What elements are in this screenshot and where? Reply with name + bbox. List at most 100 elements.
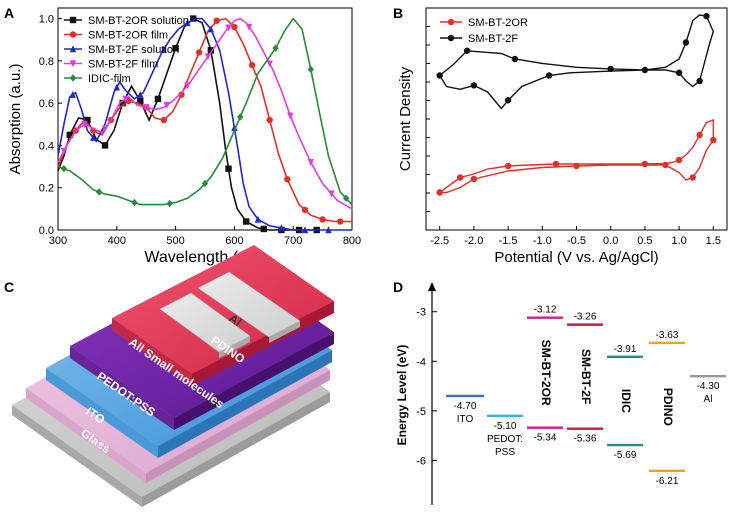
chart-a-point	[160, 45, 168, 53]
chart-b-point	[689, 174, 696, 181]
energy-level-value: -5.10	[494, 421, 517, 432]
chart-b-point	[573, 162, 580, 170]
chart-a-point	[122, 95, 129, 103]
energy-ytick-label: -4	[416, 356, 426, 368]
chart-b-point	[662, 161, 669, 169]
chart-b-xtick-label: 1.5	[706, 235, 721, 247]
chart-a-legend-marker	[69, 45, 77, 53]
chart-b-series	[436, 12, 717, 196]
chart-a-ytick-label: 0.0	[39, 225, 54, 237]
energy-level-value: -5.69	[614, 450, 637, 461]
chart-a-point	[207, 47, 215, 54]
chart-a-point	[231, 23, 238, 31]
chart-b-xlabel: Potential (V vs. Ag/AgCl)	[494, 249, 658, 266]
chart-b-point	[641, 160, 649, 168]
chart-b-point	[504, 97, 512, 104]
chart-b-curve-sm-bt-2or	[439, 118, 714, 194]
energy-ytick-label: -3	[416, 307, 426, 319]
chart-a-point	[301, 206, 309, 214]
chart-a-point	[84, 116, 91, 124]
energy-material-label: PEDOT:	[487, 434, 523, 445]
chart-a-legend-marker	[69, 60, 77, 68]
chart-b-point	[511, 55, 519, 63]
chart-a-ytick-label: 0.4	[39, 140, 54, 152]
chart-a-line-sm-bt-2f-solution	[57, 17, 352, 231]
chart-a-point	[163, 102, 170, 109]
chart-a-point	[195, 49, 203, 56]
chart-a-point	[81, 121, 88, 128]
chart-b-point	[675, 69, 683, 76]
chart-a-legend-label: SM-BT-2F film	[88, 59, 158, 71]
chart-a-frame	[57, 7, 353, 231]
chart-b-point	[641, 66, 649, 74]
chart-b-xtick-label: -2.0	[464, 235, 483, 247]
chart-a-point	[143, 104, 150, 112]
chart-a-point	[278, 224, 285, 232]
chart-a-xtick-label: 600	[225, 235, 243, 247]
chart-a-point	[90, 133, 97, 141]
chart-a-point	[207, 25, 215, 33]
chart-a-xtick-label: 800	[343, 235, 361, 247]
chart-a-ytick-label: 0.6	[39, 98, 54, 110]
chart-a-point	[166, 199, 173, 208]
layer-pdino	[112, 245, 334, 374]
layer-pdino-front	[112, 318, 192, 386]
chart-a-point	[95, 188, 103, 196]
energy-level-value: -3.26	[574, 312, 597, 323]
chart-a-point	[325, 226, 332, 234]
chart-a-point	[66, 131, 73, 139]
chart-a-point	[154, 95, 162, 103]
chart-a-point	[184, 19, 191, 26]
energy-ytick-label: -6	[416, 455, 426, 467]
chart-a-ytick-label: 0.8	[39, 56, 54, 68]
chart-a-legend-label: SM-BT-2F solution	[88, 44, 179, 56]
chart-b-point	[545, 72, 553, 79]
chart-b-point	[552, 160, 560, 168]
chart-a-point	[213, 17, 220, 24]
device-stack: Al PDINO All Small molecules PEDOT:PSS I…	[12, 245, 334, 507]
energy-ytick-label: -5	[416, 406, 426, 418]
chart-a-xtick-label: 500	[166, 235, 184, 247]
chart-b-point	[696, 77, 703, 85]
chart-a-point	[201, 179, 209, 188]
chart-b-legend: SM-BT-2OR SM-BT-2F	[440, 17, 528, 45]
energy-material-label: Al	[704, 394, 713, 405]
chart-a-line-sm-bt-2or-solution	[57, 17, 317, 231]
chart-b-xtick-label: 1.0	[671, 235, 686, 247]
chart-a-legend-marker	[69, 74, 77, 82]
chart-b-point	[463, 47, 471, 54]
chart-b-xtick-label: -2.5	[430, 235, 449, 247]
chart-b-point	[470, 175, 478, 183]
chart-a-point	[328, 190, 335, 198]
chart-a-point	[307, 65, 315, 74]
chart-a-ytick-label: 1.0	[39, 14, 54, 26]
chart-a-point	[160, 116, 168, 124]
chart-a: 300 400 500 600 700 800 0.0 0.2 0.4 0.6 0.8 1.0 SM-…	[7, 7, 361, 266]
panel-letter-d: D	[393, 279, 403, 295]
chart-a-point	[337, 218, 344, 225]
chart-a-point	[342, 194, 350, 202]
chart-b-curve-sm-bt-2f	[439, 14, 715, 110]
energy-level-value: -3.91	[614, 344, 637, 355]
chart-a-point	[131, 198, 138, 207]
chart-a-point	[69, 90, 76, 98]
chart-b-point	[710, 136, 717, 144]
chart-a-legend: SM-BT-2OR solution SM-BT-2OR film SM-BT-2F…	[64, 15, 189, 85]
chart-b-xtick-label: -1.0	[533, 235, 552, 247]
chart-a-xtick-label: 700	[284, 235, 302, 247]
chart-a-point	[266, 60, 273, 68]
energy-level-value: -5.34	[534, 433, 557, 444]
chart-a-line-sm-bt-2or-film	[57, 17, 352, 223]
chart-a-point	[225, 165, 232, 172]
chart-a-point	[237, 113, 244, 121]
energy-material-label: SM-BT-2F	[579, 349, 593, 404]
chart-b-point	[696, 131, 703, 139]
chart-a-legend-marker	[69, 16, 77, 24]
panel-letter-c: C	[4, 279, 14, 295]
panel-letter-a: A	[4, 5, 14, 21]
layer-glass-front	[12, 405, 142, 507]
chart-a-point	[248, 61, 256, 69]
panel-letter-b: B	[393, 5, 403, 21]
chart-b-legend-marker	[447, 18, 455, 26]
chart-a-legend-label: SM-BT-2OR solution	[88, 15, 189, 27]
